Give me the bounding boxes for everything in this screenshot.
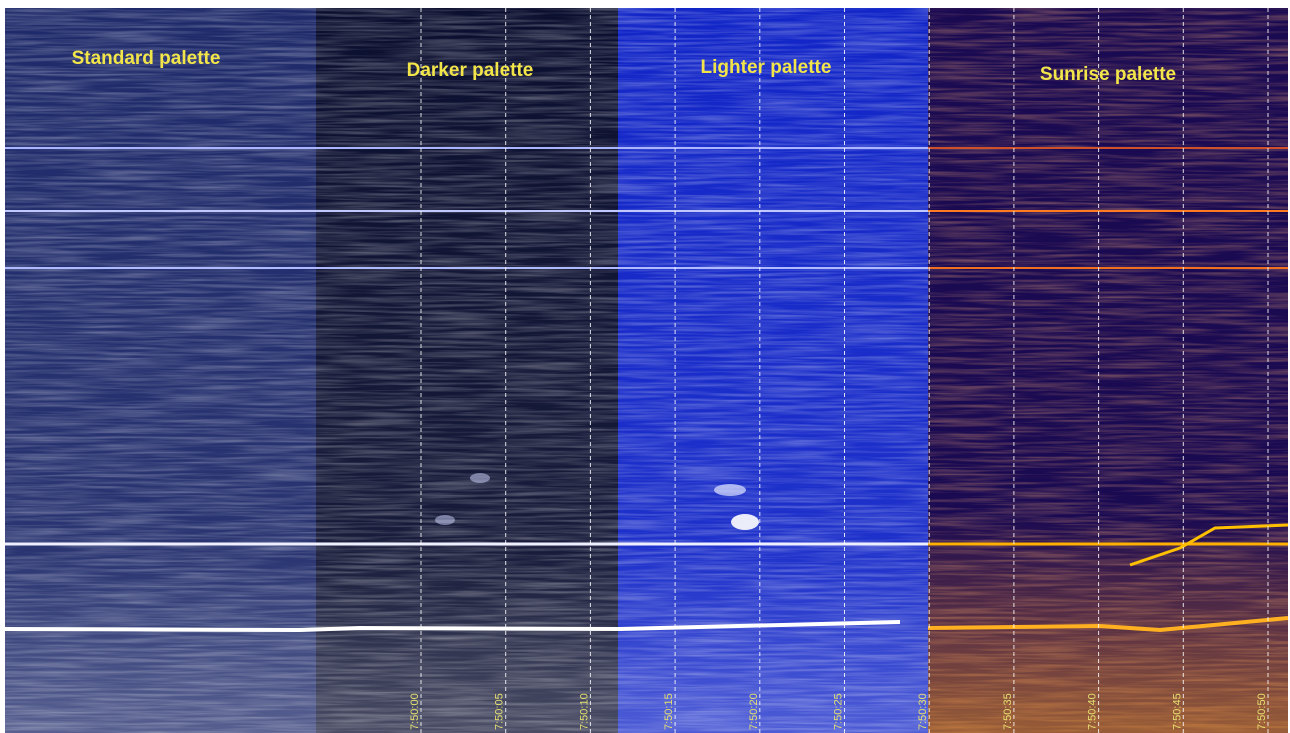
panel-title: Sunrise palette [1040, 64, 1176, 85]
panel-title: Standard palette [72, 48, 221, 69]
time-label: 7:50:30 [917, 693, 929, 730]
signal-lines [4, 147, 1289, 633]
signal-line [1129, 523, 1289, 567]
noise-fade [928, 8, 1288, 733]
panel-titles: Standard palette Darker palette Lighter … [72, 48, 1177, 85]
time-label: 7:50:35 [1002, 693, 1014, 730]
signal-blob [731, 514, 759, 530]
time-axis: 7:50:00 7:50:05 7:50:10 7:50:15 7:50:20 7:50:… [409, 8, 1269, 733]
noise-fade [5, 8, 928, 733]
signal-line [4, 620, 901, 633]
signal-blob [470, 473, 490, 483]
panel-title: Darker palette [407, 60, 534, 81]
time-label: 7:50:10 [578, 693, 590, 730]
time-label: 7:50:05 [494, 693, 506, 730]
time-label: 7:50:20 [748, 693, 760, 730]
time-label: 7:50:15 [663, 693, 675, 730]
time-label: 7:50:40 [1087, 693, 1099, 730]
panel-title: Lighter palette [701, 57, 832, 78]
time-label: 7:50:50 [1256, 693, 1268, 730]
panels [5, 8, 1288, 733]
time-label: 7:50:45 [1171, 693, 1183, 730]
time-label: 7:50:00 [409, 693, 421, 730]
signal-blob [714, 484, 746, 496]
time-label: 7:50:25 [833, 693, 845, 730]
signal-blob [435, 515, 455, 525]
